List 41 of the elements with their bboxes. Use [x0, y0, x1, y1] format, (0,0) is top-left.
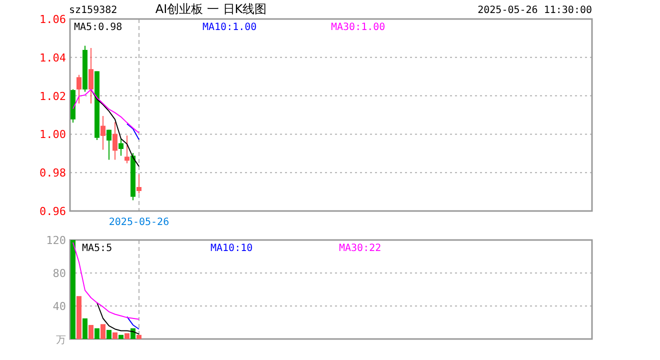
y-tick-label: 0.96 [40, 205, 66, 218]
y-axis-title: 万 [56, 335, 66, 346]
x-tick-label: 2025-05-26 [108, 217, 170, 228]
candlestick [76, 74, 82, 104]
y-tick-label: 80 [52, 267, 66, 280]
candlestick [106, 129, 112, 160]
bar [100, 324, 106, 339]
text: MA10:1.00 [202, 22, 257, 33]
bar [94, 328, 100, 339]
text: MA10:10 [210, 243, 253, 254]
y-tick-label: 1.02 [40, 90, 66, 103]
text: MA5:5 [82, 243, 112, 254]
line-series [96, 302, 140, 335]
bar [82, 318, 88, 339]
text: MA5:0.98 [74, 22, 122, 33]
y-tick-label: 1.06 [40, 13, 66, 26]
bar [118, 334, 124, 339]
text: sz159382 [69, 5, 118, 16]
bar [112, 332, 118, 339]
text: MA30:22 [339, 243, 382, 254]
candlestick [124, 135, 130, 164]
bar [136, 334, 142, 339]
line-series [72, 242, 140, 320]
bar [106, 330, 112, 339]
candlestick [88, 47, 94, 104]
bar [124, 333, 130, 339]
y-tick-label: 40 [52, 300, 66, 313]
candlestick [118, 138, 124, 156]
text: MA30:1.00 [331, 22, 386, 33]
bar [76, 296, 82, 339]
bar [70, 240, 76, 339]
y-tick-label: 1.00 [40, 128, 66, 142]
y-tick-label: 120 [46, 234, 66, 247]
candlestick [100, 115, 106, 150]
candlestick [112, 122, 118, 160]
y-tick-label: 1.04 [40, 51, 66, 64]
text: 2025-05-26 11:30:00 [478, 5, 592, 16]
y-tick-label: 0.98 [40, 166, 66, 180]
chart-title: AI创业板 一 日K线图 [155, 2, 267, 16]
bar [88, 324, 94, 339]
candlestick [136, 174, 142, 194]
